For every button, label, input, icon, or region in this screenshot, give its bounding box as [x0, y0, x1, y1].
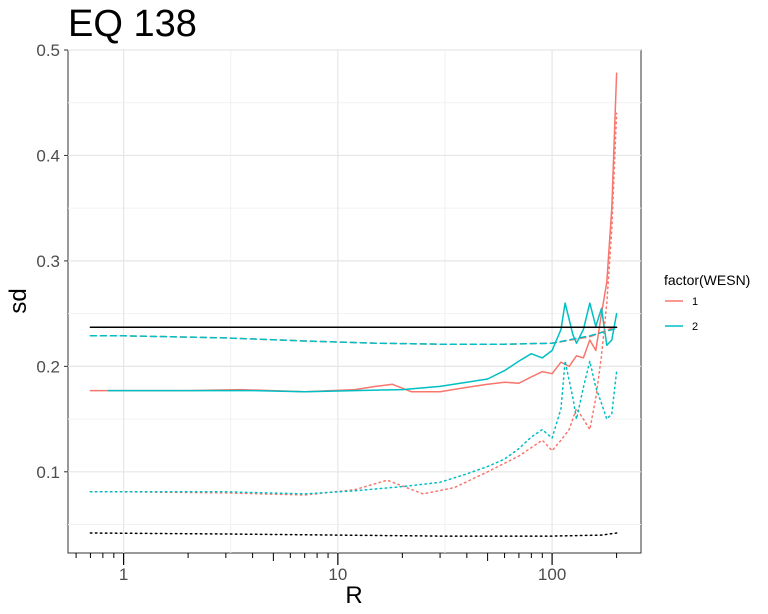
series-group [89, 72, 618, 537]
series-line-2-dashed [89, 327, 618, 345]
y-tick-label: 0.3 [36, 252, 60, 271]
legend-label-1: 1 [692, 296, 698, 308]
y-tick-label: 0.5 [36, 41, 60, 60]
x-tick-label: 10 [328, 565, 347, 584]
series-line-ref-dotted [89, 532, 618, 537]
plot-panel [67, 49, 642, 554]
y-axis: 0.1 0.2 0.3 0.4 0.5 [36, 41, 68, 482]
y-tick-label: 0.4 [36, 146, 60, 165]
x-axis: 1 10 100 [75, 553, 618, 584]
y-tick-label: 0.2 [36, 357, 60, 376]
series-line-2-dotted [89, 360, 618, 495]
y-tick-label: 0.1 [36, 463, 60, 482]
x-axis-title: R [345, 582, 362, 609]
chart-title: EQ 138 [68, 3, 197, 45]
y-axis-title: sd [5, 288, 32, 313]
legend-title: factor(WESN) [664, 272, 750, 288]
legend: factor(WESN) 1 2 [664, 272, 750, 333]
x-tick-label: 100 [538, 565, 566, 584]
legend-label-2: 2 [692, 321, 698, 333]
x-tick-label: 1 [119, 565, 128, 584]
grid [68, 49, 641, 553]
series-line-2-solid [107, 302, 618, 393]
